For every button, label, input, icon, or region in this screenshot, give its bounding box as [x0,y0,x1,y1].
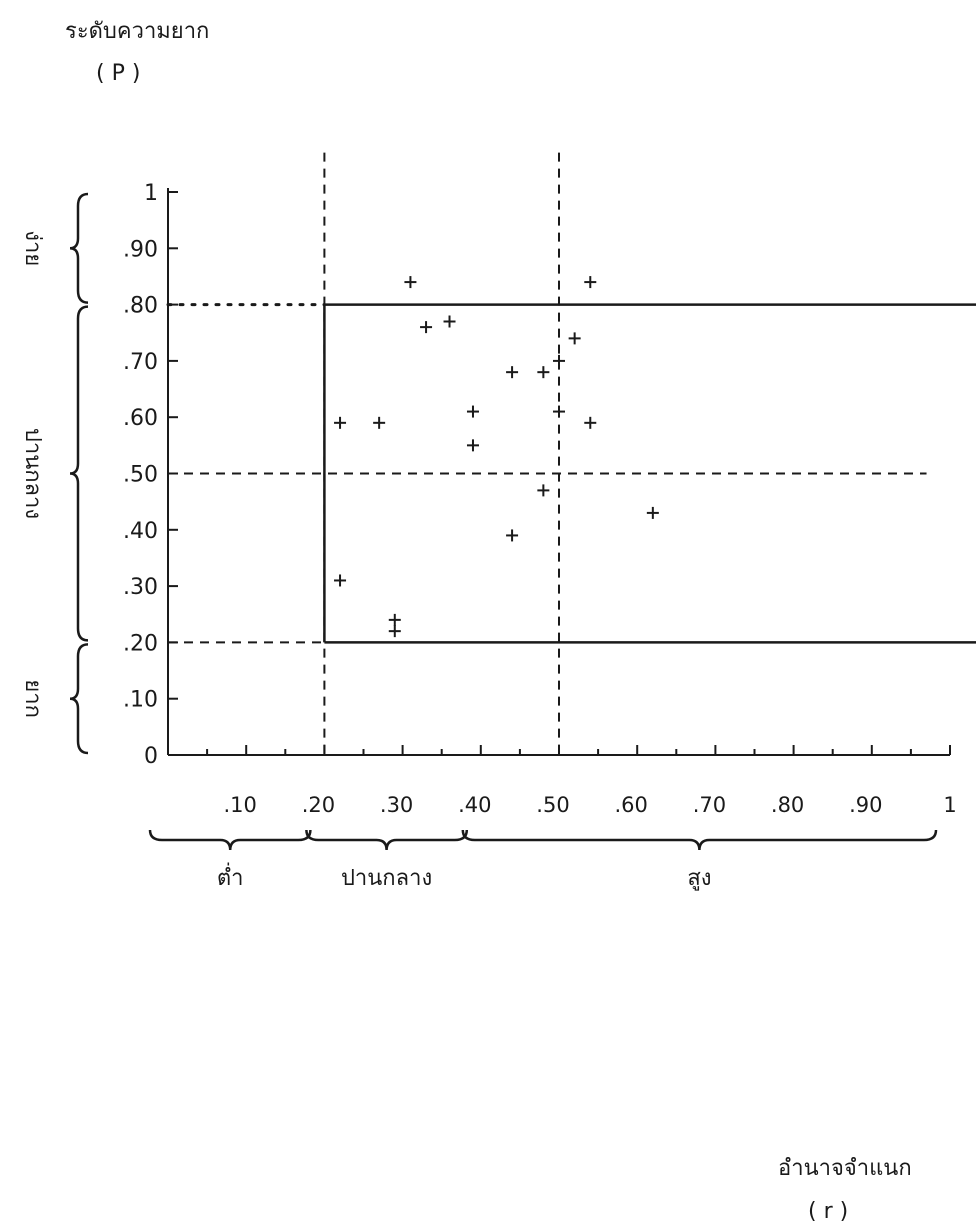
y-axis-symbol: ( P ) [96,61,140,86]
y-band-label: ปานกลาง [20,428,45,519]
data-point [466,439,479,452]
data-point [388,613,401,626]
x-band-label: สูง [687,866,711,891]
y-band-brace [69,643,89,755]
data-point [506,366,519,379]
x-tick-label: .30 [380,793,413,817]
y-tick-label: .80 [123,294,158,319]
data-point [466,405,479,418]
x-band-brace [305,829,469,851]
y-tick-label: 0 [144,744,158,769]
y-axis-title: ระดับความยาก [65,19,209,44]
band-braces [69,192,938,851]
x-tick-label: .40 [458,793,491,817]
y-tick-label: .10 [123,688,158,713]
x-tick-label: .80 [771,793,804,817]
y-tick-label: .90 [123,237,158,262]
data-points [334,276,659,638]
x-axis-symbol: ( r ) [808,1199,848,1224]
x-axis-title: อำนาจจำแนก [778,1156,912,1181]
y-tick-label: .20 [123,631,158,656]
y-tick-label: .60 [123,406,158,431]
data-point [584,276,597,289]
y-band-label: ยาก [20,679,45,718]
data-point [568,332,581,345]
data-point [388,625,401,638]
data-point [373,416,386,429]
data-point [553,354,565,367]
x-tick-label: .20 [302,793,335,817]
y-band-brace [69,305,89,642]
data-point [334,574,347,587]
x-tick-label: .60 [614,793,647,817]
x-tick-label: 1 [943,793,956,817]
y-tick-label: .40 [123,519,158,544]
x-band-label: ต่ำ [217,862,244,891]
y-tick-label: .50 [123,463,158,488]
y-tick-label: 1 [144,181,158,206]
data-point [537,366,550,379]
y-tick-label: .30 [123,575,158,600]
data-point [443,315,456,328]
data-point [584,416,597,429]
data-point [646,506,659,519]
y-tick-label: .70 [123,350,158,375]
x-tick-label: .90 [849,793,882,817]
data-point [553,405,565,418]
x-tick-label: .70 [693,793,726,817]
labels: ระดับความยาก ( P ) อำนาจจำแนก ( r ) 0 .10… [20,19,957,1224]
reference-lines [166,152,976,755]
y-band-label: ง่าย [20,230,45,266]
x-tick-label: .10 [223,793,256,817]
data-point [537,484,550,497]
x-band-brace [148,829,312,851]
data-point [334,416,347,429]
data-point [420,321,433,334]
x-band-label: ปานกลาง [341,866,432,891]
x-tick-label: .50 [536,793,569,817]
x-band-brace [461,829,938,851]
y-band-brace [69,192,89,304]
data-point [404,276,417,289]
data-point [506,529,519,542]
